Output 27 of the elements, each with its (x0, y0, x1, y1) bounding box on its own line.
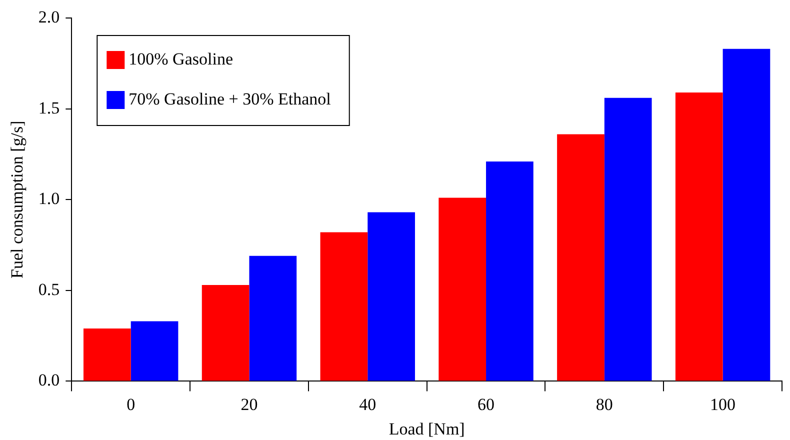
y-tick-label: 1.5 (38, 98, 60, 118)
bar (675, 92, 723, 381)
bar (368, 212, 415, 381)
x-tick-label: 80 (596, 394, 613, 414)
x-tick-label: 40 (359, 394, 376, 414)
y-axis-title: Fuel consumption [g/s] (8, 120, 27, 278)
bar (202, 284, 250, 381)
x-tick-label: 60 (478, 394, 495, 414)
bar (83, 328, 131, 381)
y-tick-label: 0.5 (38, 280, 60, 299)
legend-label: 70% Gasoline + 30% Ethanol (128, 89, 332, 108)
x-tick-label: 20 (240, 394, 258, 414)
y-tick-label: 1.0 (38, 189, 60, 208)
bar (320, 232, 368, 381)
y-tick-label: 0.0 (38, 370, 60, 390)
bar (130, 321, 178, 381)
bar (722, 48, 770, 381)
x-axis-title: Load [Nm] (388, 419, 465, 438)
bar (557, 134, 604, 381)
legend-label: 100% Gasoline (128, 49, 233, 68)
bar (249, 256, 297, 381)
y-tick-label: 2.0 (38, 7, 60, 26)
bar (486, 161, 534, 381)
bar (438, 198, 486, 381)
x-tick-label: 0 (126, 394, 136, 414)
bar (604, 98, 652, 381)
x-tick-label: 100 (710, 394, 736, 414)
